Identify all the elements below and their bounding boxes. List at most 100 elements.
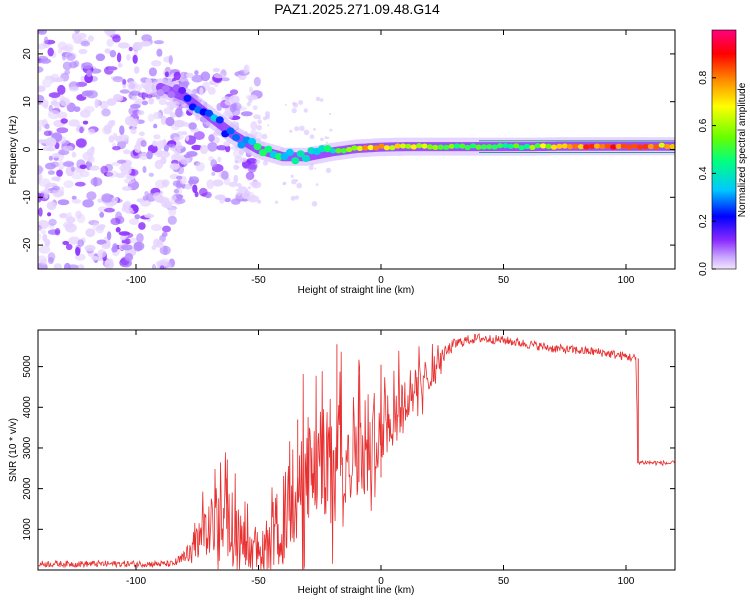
spectrogram-noise-blob bbox=[199, 187, 208, 197]
spectrogram-noise-blob bbox=[111, 246, 118, 253]
spectrogram-signal-track bbox=[151, 78, 675, 166]
spectrogram-noise-blob bbox=[191, 74, 204, 83]
signal-cell bbox=[399, 143, 407, 149]
spectrogram-noise-blob bbox=[319, 98, 324, 102]
spectrogram-noise-blob bbox=[228, 181, 238, 188]
spectrogram-noise-blob bbox=[238, 194, 244, 200]
signal-cell bbox=[647, 143, 655, 150]
signal-cell bbox=[372, 145, 380, 151]
spectrogram-noise-blob bbox=[68, 119, 80, 127]
spectrogram-noise-blob bbox=[292, 102, 299, 108]
spectrogram-noise-blob bbox=[104, 48, 111, 54]
spectrogram-noise-blob bbox=[303, 129, 310, 136]
signal-cell bbox=[556, 143, 563, 149]
signal-cell bbox=[610, 144, 617, 150]
spectrogram-noise-blob bbox=[142, 195, 149, 201]
spectrogram-noise-blob bbox=[251, 181, 262, 189]
spectrogram-noise-blob bbox=[42, 146, 51, 151]
spectrogram-noise-blob bbox=[249, 86, 253, 93]
spectrogram-noise-blob bbox=[106, 231, 112, 241]
signal-cell bbox=[566, 144, 574, 150]
spectrogram-noise-blob bbox=[139, 152, 149, 160]
spectrogram-x-tick-label: 0 bbox=[378, 275, 384, 286]
spectrogram-noise-blob bbox=[52, 185, 60, 191]
spectrogram-noise-blob bbox=[130, 104, 141, 109]
colorbar-ticks: 0.0 0.2 0.4 0.6 0.8 bbox=[698, 70, 716, 276]
spectrogram-noise-blob bbox=[178, 77, 189, 84]
spectrogram-noise-blob bbox=[78, 48, 88, 55]
snr-series bbox=[38, 332, 675, 570]
spectrogram-noise-blob bbox=[106, 66, 118, 71]
spectrogram-noise-blob bbox=[252, 105, 258, 110]
spectrogram-noise-blob bbox=[48, 218, 57, 226]
signal-cell bbox=[329, 148, 337, 154]
spectrogram-noise-blob bbox=[39, 58, 52, 64]
spectrogram-noise-blob bbox=[100, 165, 109, 175]
spectrogram-noise-blob bbox=[145, 78, 152, 86]
spectrogram-noise-blob bbox=[258, 117, 261, 120]
spectrogram-noise-blob bbox=[237, 183, 242, 188]
spectrogram-noise-blob bbox=[267, 124, 270, 127]
spectrogram-noise-blob bbox=[74, 30, 80, 34]
signal-cell bbox=[523, 143, 531, 149]
spectrogram-noise-blob bbox=[151, 224, 162, 232]
spectrogram-x-tick-label: 50 bbox=[498, 275, 510, 286]
signal-cell bbox=[604, 143, 612, 149]
signal-cell bbox=[480, 144, 488, 150]
signal-cell bbox=[426, 144, 434, 150]
spectrogram-noise-blob bbox=[71, 195, 77, 200]
spectrogram-noise-blob bbox=[208, 134, 215, 143]
spectrogram-x-tick-label: 100 bbox=[618, 275, 635, 286]
spectrogram-noise-blob bbox=[237, 166, 240, 169]
spectrogram-noise-blob bbox=[115, 135, 123, 143]
snr-y-tick-label: 3000 bbox=[22, 436, 33, 459]
spectrogram-noise-blob bbox=[174, 198, 186, 204]
spectrogram-noise-blob bbox=[74, 181, 86, 187]
signal-cell bbox=[653, 144, 660, 150]
spectrogram-noise-blob bbox=[156, 260, 168, 268]
spectrogram-noise-blob bbox=[255, 159, 261, 165]
spectrogram-noise-blob bbox=[98, 224, 106, 229]
spectrogram-noise-blob bbox=[56, 127, 69, 134]
spectrogram-noise-blob bbox=[229, 95, 240, 103]
signal-cell bbox=[615, 143, 622, 149]
spectrogram-noise-blob bbox=[94, 98, 99, 109]
spectrogram-noise-blob bbox=[253, 76, 261, 87]
spectrogram-noise-blob bbox=[87, 155, 95, 163]
spectrogram-noise-blob bbox=[85, 228, 96, 238]
spectrogram-noise-blob bbox=[66, 102, 76, 113]
snr-panel: -100 -50 0 50 100 1000 2000 3000 4000 5000 Heigh… bbox=[8, 329, 676, 596]
spectrogram-noise-blob bbox=[38, 43, 47, 50]
spectrogram-noise-blob bbox=[212, 179, 224, 187]
spectrogram-noise-blob bbox=[44, 238, 51, 247]
spectrogram-noise-blob bbox=[262, 160, 269, 166]
spectrogram-noise-blob bbox=[248, 98, 253, 104]
spectrogram-noise-blob bbox=[82, 120, 89, 125]
colorbar-tick-label: 0.6 bbox=[698, 118, 709, 132]
spectrogram-noise-blob bbox=[176, 148, 181, 154]
spectrogram-noise-blob bbox=[138, 222, 146, 230]
spectrogram-noise-blob bbox=[133, 241, 143, 252]
signal-cell bbox=[296, 150, 305, 158]
spectrogram-noise-blob bbox=[43, 36, 49, 45]
spectrogram-y-tick-label: -20 bbox=[22, 237, 33, 252]
spectrogram-noise-blob bbox=[119, 125, 125, 135]
signal-cell bbox=[367, 144, 374, 151]
spectrogram-noise-blob bbox=[73, 60, 80, 68]
spectrogram-noise-blob bbox=[38, 125, 42, 132]
spectrogram-noise-blob bbox=[183, 154, 191, 159]
spectrogram-noise-blob bbox=[132, 54, 138, 64]
spectrogram-noise-blob bbox=[158, 98, 167, 106]
snr-y-tick-label: 5000 bbox=[22, 355, 33, 378]
spectrogram-noise-blob bbox=[210, 159, 218, 168]
spectrogram-noise-blob bbox=[45, 137, 57, 148]
spectrogram-noise-blob bbox=[136, 198, 146, 203]
spectrogram-noise-blob bbox=[66, 53, 76, 61]
snr-x-tick-label: -100 bbox=[126, 576, 146, 587]
spectrogram-noise-blob bbox=[147, 113, 155, 122]
spectrogram-noise-blob bbox=[81, 62, 93, 70]
spectrogram-y-label: Frequency (Hz) bbox=[8, 116, 19, 185]
spectrogram-noise-blob bbox=[112, 146, 121, 151]
snr-line bbox=[38, 332, 675, 570]
signal-cell bbox=[302, 154, 310, 162]
